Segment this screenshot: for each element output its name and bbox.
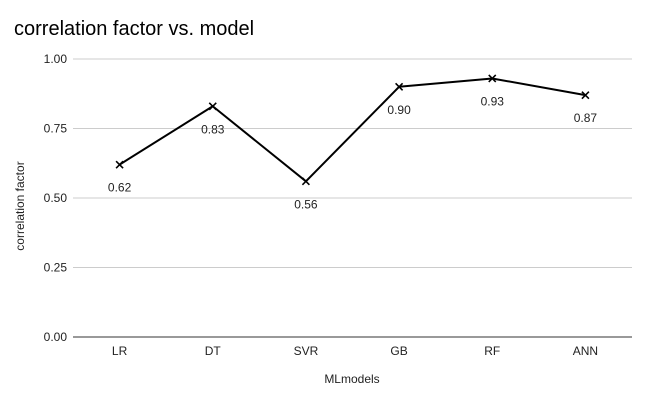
x-tick-label: SVR [294,344,319,358]
x-tick-label: LR [112,344,128,358]
x-tick-label: ANN [573,344,598,358]
x-tick-label: RF [484,344,500,358]
gridlines [73,58,632,338]
marker-stroke [395,82,404,91]
data-point-marker [395,82,404,91]
data-point-marker [115,160,124,169]
data-label: 0.83 [201,122,225,136]
data-label: 0.90 [387,103,411,117]
chart-title: correlation factor vs. model [14,18,254,40]
data-point-marker [301,177,310,186]
y-tick-label: 0.25 [44,261,68,275]
y-tick-label: 1.00 [44,52,68,66]
marker-stroke [301,177,310,186]
series-line [119,77,586,183]
marker-stroke [115,160,124,169]
marker-stroke [208,102,217,111]
data-point-marker [488,74,497,83]
data-point-marker [208,102,217,111]
y-axis-ticks: 0.00 0.25 0.50 0.75 1.00 [44,52,68,344]
x-axis-label: MLmodels [324,372,379,386]
data-label: 0.93 [481,94,505,108]
y-axis-label: correlation factor [13,161,27,250]
y-tick-label: 0.00 [44,330,68,344]
x-tick-label: DT [205,344,222,358]
series-correlation [115,74,590,186]
x-tick-label: GB [390,344,407,358]
marker-stroke [581,91,590,100]
y-tick-label: 0.75 [44,122,68,136]
data-labels: 0.62 0.83 0.56 0.90 0.93 0.87 [108,94,598,211]
y-tick-label: 0.50 [44,191,68,205]
data-point-marker [581,91,590,100]
data-label: 0.62 [108,181,132,195]
x-axis-ticks: LR DT SVR GB RF ANN [112,344,598,358]
data-label: 0.87 [574,111,598,125]
data-label: 0.56 [294,197,318,211]
marker-stroke [488,74,497,83]
